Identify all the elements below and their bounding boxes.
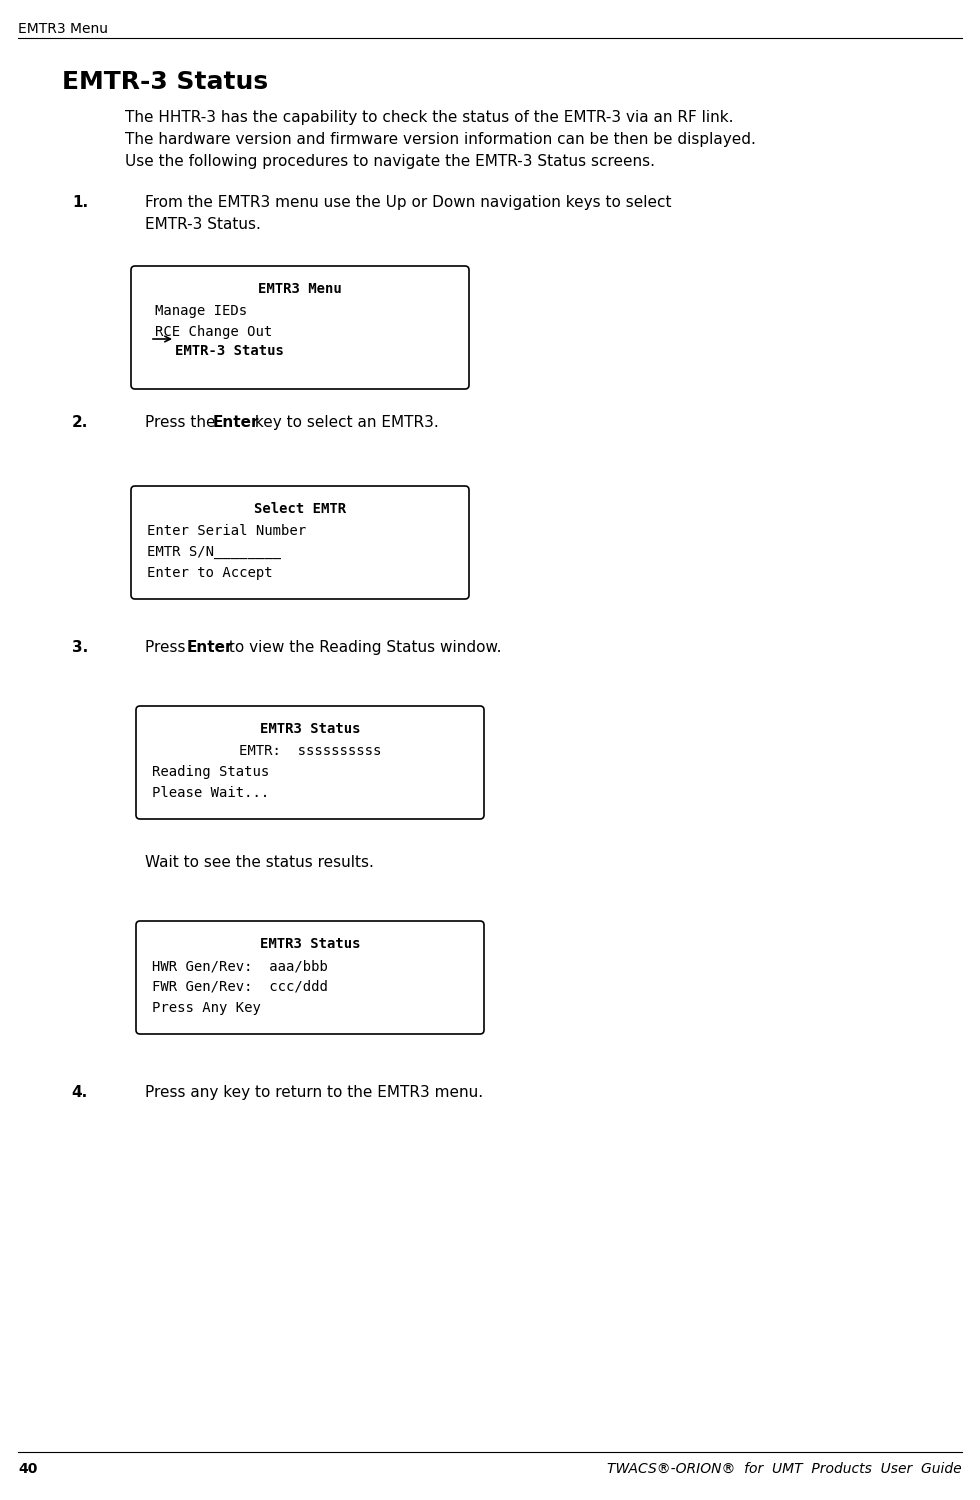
- Text: Wait to see the status results.: Wait to see the status results.: [145, 855, 374, 870]
- Text: TWACS®-ORION®  for  UMT  Products  User  Guide: TWACS®-ORION® for UMT Products User Guid…: [608, 1462, 962, 1476]
- Text: The HHTR-3 has the capability to check the status of the EMTR-3 via an RF link.: The HHTR-3 has the capability to check t…: [125, 110, 733, 125]
- Text: to view the Reading Status window.: to view the Reading Status window.: [224, 640, 502, 656]
- FancyBboxPatch shape: [131, 266, 469, 388]
- Text: 40: 40: [18, 1462, 37, 1476]
- FancyBboxPatch shape: [136, 921, 484, 1034]
- Text: 2.: 2.: [72, 416, 88, 430]
- Text: Press the: Press the: [145, 416, 220, 430]
- Text: EMTR3 Menu: EMTR3 Menu: [18, 22, 108, 36]
- Text: EMTR3 Status: EMTR3 Status: [260, 938, 361, 951]
- Text: Select EMTR: Select EMTR: [254, 503, 346, 516]
- Text: From the EMTR3 menu use the Up or Down navigation keys to select: From the EMTR3 menu use the Up or Down n…: [145, 195, 671, 210]
- Text: Please Wait...: Please Wait...: [152, 786, 270, 800]
- Text: Enter Serial Number: Enter Serial Number: [147, 524, 306, 538]
- Text: Press Any Key: Press Any Key: [152, 1000, 261, 1016]
- Text: HWR Gen/Rev:  aaa/bbb: HWR Gen/Rev: aaa/bbb: [152, 958, 328, 974]
- Text: Enter: Enter: [187, 640, 233, 656]
- Text: Enter: Enter: [213, 416, 260, 430]
- FancyBboxPatch shape: [131, 486, 469, 598]
- Text: EMTR-3 Status: EMTR-3 Status: [62, 70, 269, 94]
- Text: EMTR3 Status: EMTR3 Status: [260, 722, 361, 736]
- Text: Reading Status: Reading Status: [152, 765, 270, 778]
- Text: Press any key to return to the EMTR3 menu.: Press any key to return to the EMTR3 men…: [145, 1084, 483, 1100]
- Text: key to select an EMTR3.: key to select an EMTR3.: [250, 416, 439, 430]
- Text: Enter to Accept: Enter to Accept: [147, 566, 272, 580]
- Text: EMTR-3 Status.: EMTR-3 Status.: [145, 217, 261, 232]
- Text: RCE Change Out: RCE Change Out: [155, 326, 272, 339]
- Text: 4.: 4.: [72, 1084, 88, 1100]
- Text: 3.: 3.: [72, 640, 88, 656]
- Text: EMTR:  ssssssssss: EMTR: ssssssssss: [239, 744, 381, 758]
- Text: 1.: 1.: [72, 195, 88, 210]
- Text: The hardware version and firmware version information can be then be displayed.: The hardware version and firmware versio…: [125, 132, 756, 147]
- Text: EMTR S/N________: EMTR S/N________: [147, 544, 281, 560]
- Text: EMTR3 Menu: EMTR3 Menu: [258, 282, 342, 296]
- Text: Use the following procedures to navigate the EMTR-3 Status screens.: Use the following procedures to navigate…: [125, 154, 655, 170]
- Text: FWR Gen/Rev:  ccc/ddd: FWR Gen/Rev: ccc/ddd: [152, 980, 328, 994]
- Text: Press: Press: [145, 640, 190, 656]
- Text: Manage IEDs: Manage IEDs: [155, 304, 247, 318]
- FancyBboxPatch shape: [136, 706, 484, 819]
- Text: EMTR-3 Status: EMTR-3 Status: [175, 344, 284, 358]
